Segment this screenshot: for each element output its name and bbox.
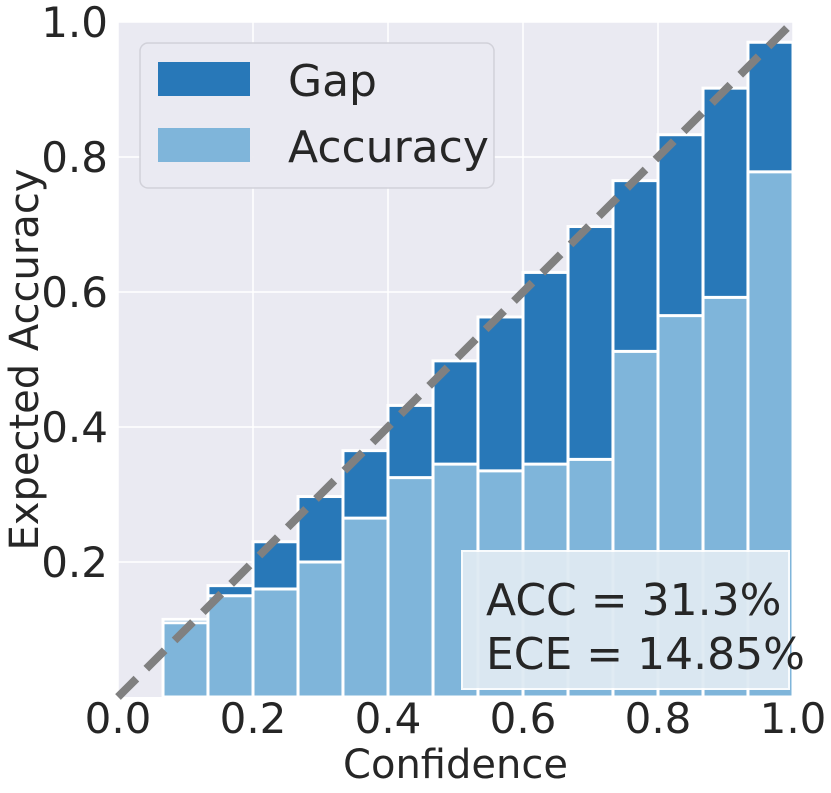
- legend-label-accuracy: Accuracy: [288, 122, 489, 173]
- x-tick-label-5: 1.0: [760, 694, 827, 743]
- y-tick-label-1: 0.4: [41, 403, 108, 452]
- legend: Gap Accuracy: [139, 42, 495, 189]
- legend-label-gap: Gap: [288, 56, 377, 107]
- x-axis-label: Confidence: [343, 742, 568, 788]
- accuracy-bar-3: [296, 560, 345, 699]
- x-tick-labels: 0.0 0.2 0.4 0.6 0.8 1.0: [85, 694, 827, 743]
- x-tick-label-2: 0.4: [355, 694, 422, 743]
- y-tick-label-2: 0.6: [41, 268, 108, 317]
- y-axis-label: Expected Accuracy: [2, 169, 48, 551]
- legend-swatch-accuracy: [158, 128, 250, 162]
- acc-annotation: ACC = 31.3%: [486, 575, 781, 626]
- x-tick-label-0: 0.0: [85, 694, 152, 743]
- accuracy-bar-5: [386, 476, 435, 699]
- legend-swatch-gap: [158, 62, 250, 96]
- metrics-box: ACC = 31.3% ECE = 14.85%: [461, 550, 805, 690]
- accuracy-bar-2: [251, 587, 300, 699]
- accuracy-bar-1: [206, 594, 255, 699]
- x-tick-label-1: 0.2: [220, 694, 287, 743]
- y-tick-label-0: 0.2: [41, 538, 108, 587]
- y-tick-label-3: 0.8: [41, 133, 108, 182]
- ece-annotation: ECE = 14.85%: [486, 629, 805, 680]
- y-tick-labels: 0.2 0.4 0.6 0.8 1.0: [41, 0, 108, 587]
- x-tick-label-4: 0.8: [625, 694, 692, 743]
- y-tick-label-4: 1.0: [41, 0, 108, 47]
- metrics-box-background: [461, 550, 790, 690]
- x-tick-label-3: 0.6: [490, 694, 557, 743]
- accuracy-bar-4: [341, 516, 390, 699]
